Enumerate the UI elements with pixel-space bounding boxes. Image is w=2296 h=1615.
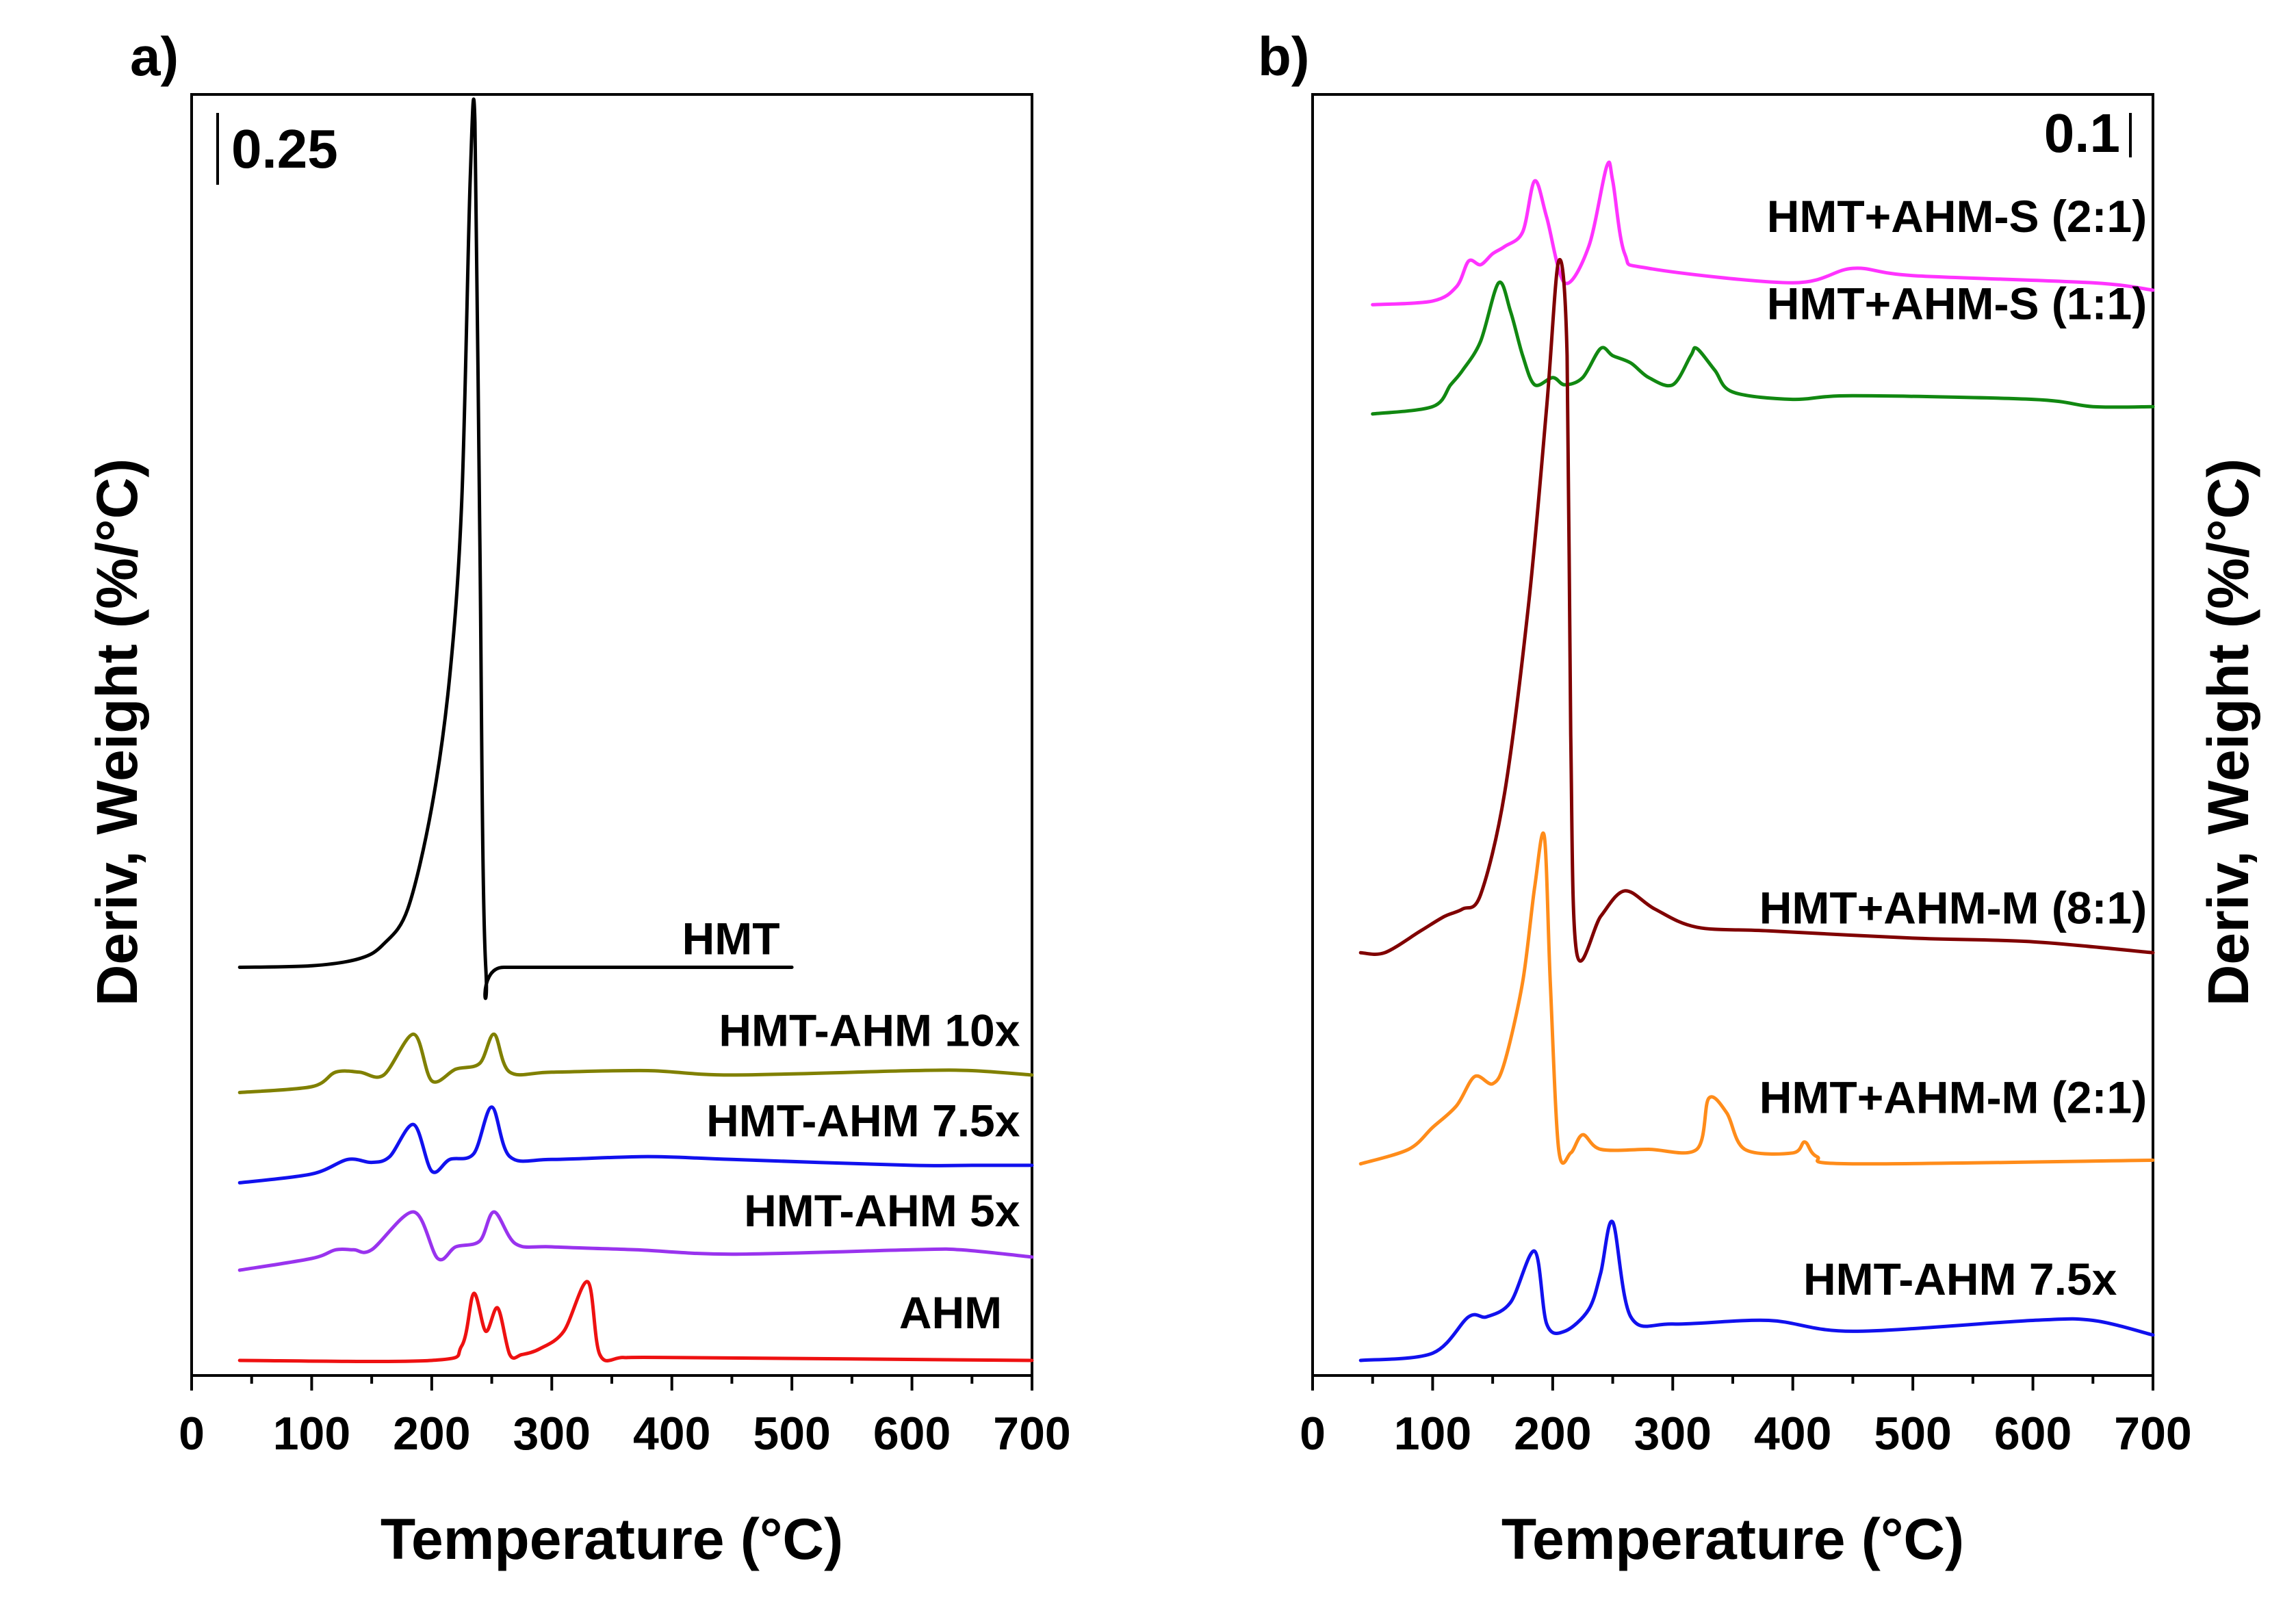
- panel-a-y-axis-title: Deriv, Weight (%/°C): [85, 458, 149, 1007]
- panel-a-x-tick-label-600: 600: [873, 1408, 951, 1460]
- panel-b-series-labels: HMT+AHM-S (2:1) HMT+AHM-S (1:1) HMT+AHM-M …: [1759, 191, 2147, 1304]
- panel-a-x-axis-title: Temperature (°C): [380, 1507, 843, 1571]
- panel-a-series-3-line: [237, 1210, 1034, 1272]
- panel-a-x-tick-label-700: 700: [993, 1408, 1070, 1460]
- panel-b-x-tick-label-0: 0: [1300, 1408, 1326, 1460]
- panel-a-series-0-line: [237, 97, 794, 1000]
- panel-b-series-4-line: [1358, 1219, 2155, 1362]
- panel-a-x-tick-label-0: 0: [179, 1408, 205, 1460]
- panel-b: b) 0.1 0 100 200 300 400 500 600 700 HMT+AHM-S …: [1258, 26, 2260, 1571]
- panel-a-x-tick-label-200: 200: [393, 1408, 470, 1460]
- panel-b-x-tick-label-400: 400: [1754, 1408, 1831, 1460]
- panel-a-series-2-line: [237, 1105, 1034, 1185]
- panel-b-curves: [1358, 160, 2155, 1362]
- panel-b-x-tick-label-500: 500: [1874, 1408, 1951, 1460]
- panel-b-series-label-2: HMT+AHM-M (8:1): [1759, 883, 2147, 933]
- panel-a-x-ticks: 0 100 200 300 400 500 600 700: [179, 1375, 1071, 1460]
- panel-a-x-tick-label-500: 500: [753, 1408, 830, 1460]
- panel-a-x-tick-label-300: 300: [513, 1408, 591, 1460]
- panel-a-curves: [237, 97, 1034, 1364]
- panel-a-series-4-line: [237, 1280, 1034, 1364]
- panel-b-series-label-0: HMT+AHM-S (2:1): [1767, 191, 2147, 242]
- panel-b-series-2-line: [1358, 258, 2155, 963]
- panel-b-x-tick-label-200: 200: [1514, 1408, 1591, 1460]
- panel-b-x-tick-label-100: 100: [1394, 1408, 1471, 1460]
- panel-a-series-label-2: HMT-AHM 7.5x: [706, 1095, 1020, 1146]
- panel-a-series-label-3: HMT-AHM 5x: [744, 1185, 1020, 1236]
- panel-a-series-1-line: [237, 1032, 1034, 1094]
- panel-b-series-label-3: HMT+AHM-M (2:1): [1759, 1072, 2147, 1122]
- panel-a-frame: [190, 93, 1033, 1377]
- panel-b-scale-label: 0.1: [2044, 103, 2120, 164]
- panel-b-series-3-line: [1358, 831, 2155, 1166]
- panel-b-x-tick-label-300: 300: [1634, 1408, 1712, 1460]
- panel-a-series-labels: HMT HMT-AHM 10x HMT-AHM 7.5x HMT-AHM 5x AHM: [682, 913, 1020, 1338]
- panel-a-label: a): [130, 26, 179, 87]
- panel-b-series-label-4: HMT-AHM 7.5x: [1803, 1254, 2117, 1304]
- panel-b-series-0-line: [1371, 160, 2155, 307]
- panel-b-x-ticks: 0 100 200 300 400 500 600 700: [1300, 1375, 2192, 1460]
- panel-b-x-axis-title: Temperature (°C): [1501, 1507, 1964, 1571]
- panel-a-x-tick-label-400: 400: [633, 1408, 710, 1460]
- panel-a-x-tick-label-100: 100: [273, 1408, 350, 1460]
- panel-a-scale-label: 0.25: [231, 118, 338, 179]
- panel-b-x-tick-label-600: 600: [1994, 1408, 2072, 1460]
- panel-b-series-label-1: HMT+AHM-S (1:1): [1767, 279, 2147, 329]
- panel-a: a) 0.25 0 100 200 300 400 500 600 700 HMT HMT-AH…: [85, 26, 1071, 1571]
- panel-a-series-label-0: HMT: [682, 913, 780, 964]
- panel-b-x-tick-label-700: 700: [2114, 1408, 2191, 1460]
- panel-a-series-label-1: HMT-AHM 10x: [719, 1005, 1020, 1055]
- panel-a-series-label-4: AHM: [899, 1287, 1002, 1338]
- panel-b-series-1-line: [1371, 280, 2155, 416]
- panel-b-label: b): [1258, 26, 1310, 87]
- panel-b-y-axis-title: Deriv, Weight (%/°C): [2196, 458, 2260, 1007]
